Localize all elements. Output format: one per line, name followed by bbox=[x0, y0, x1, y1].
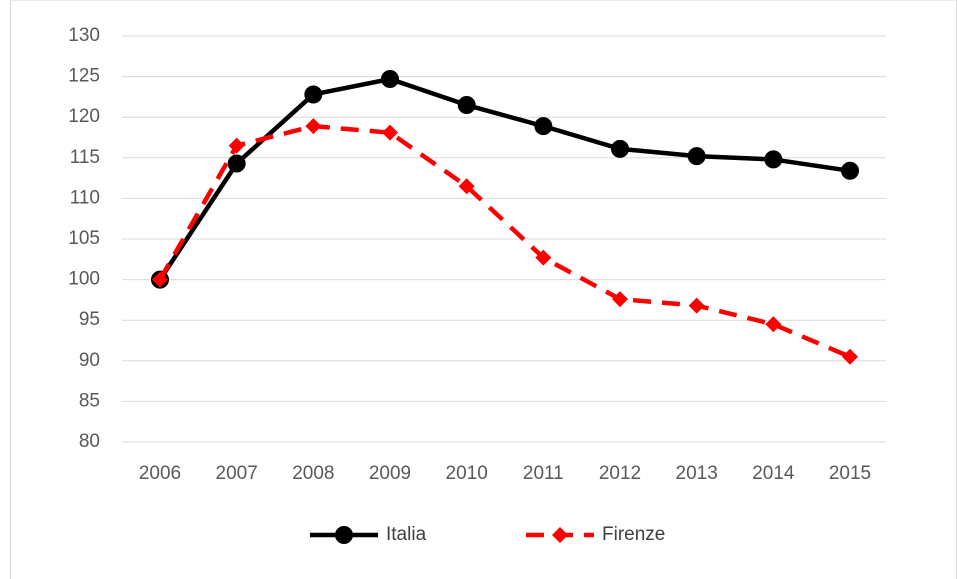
marker bbox=[764, 150, 783, 169]
legend-marker bbox=[335, 526, 353, 544]
marker bbox=[534, 117, 553, 136]
marker bbox=[304, 85, 323, 104]
marker bbox=[152, 271, 168, 288]
chart-frame bbox=[10, 0, 957, 579]
x-tick-label: 2015 bbox=[829, 463, 871, 484]
series-line bbox=[158, 76, 851, 281]
marker bbox=[687, 147, 706, 166]
y-tick-label: 85 bbox=[79, 390, 100, 411]
marker bbox=[612, 291, 628, 308]
legend: Italia Firenze bbox=[310, 524, 665, 545]
y-tick-label: 90 bbox=[79, 350, 100, 371]
legend-label: Firenze bbox=[602, 524, 665, 545]
x-tick-label: 2009 bbox=[369, 463, 411, 484]
y-tick-label: 130 bbox=[68, 25, 100, 46]
marker bbox=[688, 297, 705, 314]
marker bbox=[535, 249, 552, 266]
y-tick-label: 100 bbox=[68, 269, 100, 290]
x-tick-label: 2006 bbox=[139, 463, 181, 484]
legend-label: Italia bbox=[386, 524, 427, 545]
marker bbox=[228, 137, 245, 154]
y-tick-label: 105 bbox=[68, 228, 100, 249]
marker bbox=[842, 348, 858, 365]
x-tick-label: 2007 bbox=[216, 463, 258, 484]
x-tick-label: 2012 bbox=[599, 463, 641, 484]
y-tick-label: 110 bbox=[70, 187, 100, 208]
marker bbox=[841, 161, 859, 180]
marker bbox=[611, 139, 629, 158]
x-tick-label: 2008 bbox=[292, 463, 334, 484]
grid: 80 85 90 95 100 105 110 115 120 125 130 2006 2007 200… bbox=[68, 25, 886, 484]
y-tick-label: 120 bbox=[68, 106, 100, 127]
x-tick-label: 2010 bbox=[446, 463, 488, 484]
y-tick-label: 125 bbox=[68, 66, 100, 87]
marker bbox=[382, 124, 398, 141]
y-tick-label: 80 bbox=[79, 431, 100, 452]
series-line bbox=[158, 123, 851, 359]
marker bbox=[457, 96, 476, 115]
marker bbox=[765, 316, 782, 333]
x-tick-label: 2013 bbox=[676, 463, 718, 484]
legend-marker bbox=[552, 527, 568, 543]
marker bbox=[227, 154, 246, 173]
x-tick-label: 2011 bbox=[523, 463, 564, 484]
y-tick-label: 115 bbox=[70, 147, 100, 168]
marker bbox=[305, 118, 322, 135]
y-tick-label: 95 bbox=[79, 309, 100, 330]
x-tick-label: 2014 bbox=[752, 463, 795, 484]
marker bbox=[381, 70, 399, 89]
plot-area bbox=[151, 70, 859, 365]
marker bbox=[458, 178, 475, 195]
